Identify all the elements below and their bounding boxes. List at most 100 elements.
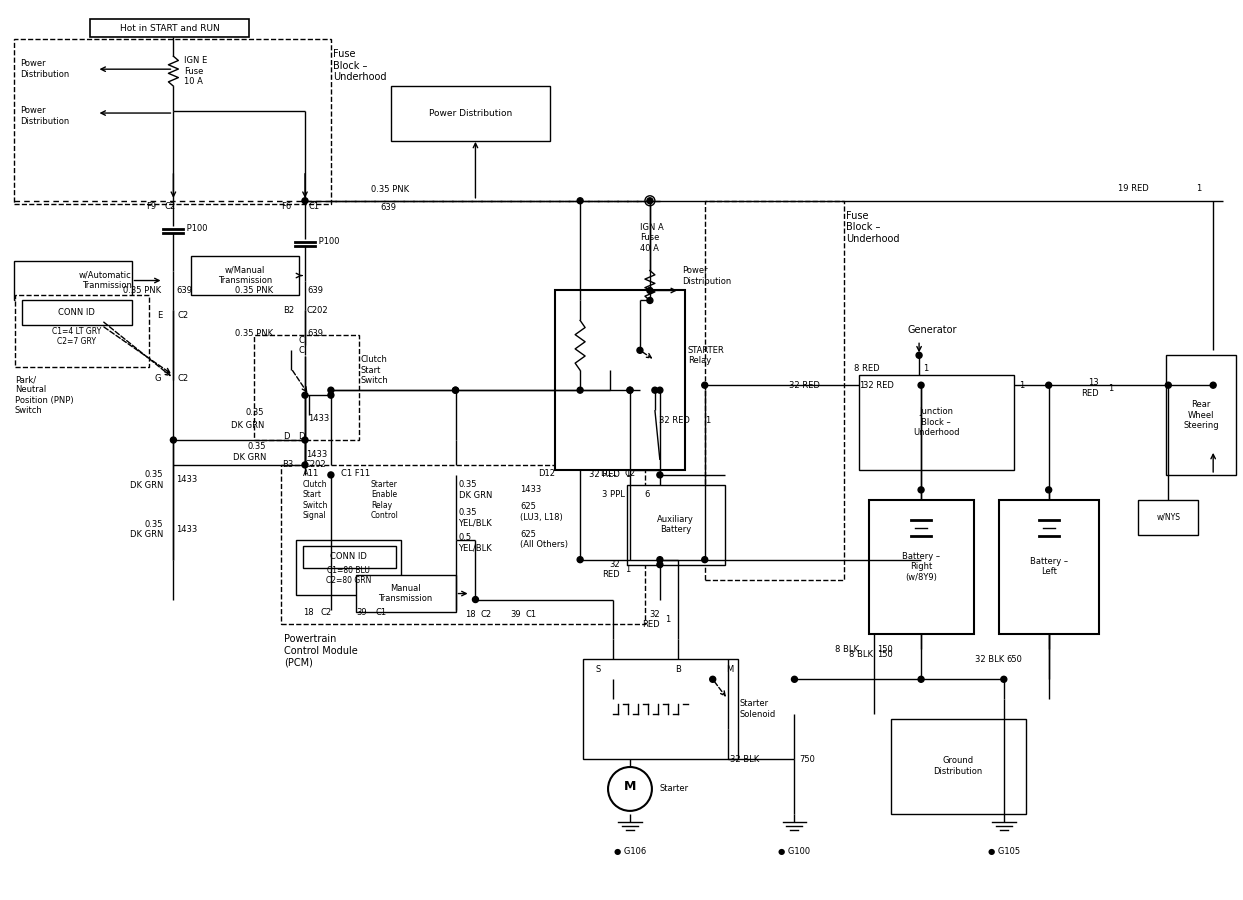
Bar xyxy=(355,574,455,613)
Bar xyxy=(705,201,844,580)
Text: 639: 639 xyxy=(177,286,193,295)
Text: 1433: 1433 xyxy=(306,451,327,460)
Text: B3: B3 xyxy=(282,461,293,470)
Text: D12: D12 xyxy=(538,469,556,478)
Text: 1433: 1433 xyxy=(308,414,329,423)
Bar xyxy=(15,295,149,367)
Text: B: B xyxy=(675,665,681,674)
Text: 1: 1 xyxy=(625,471,630,480)
Text: 13
RED: 13 RED xyxy=(1081,379,1099,398)
Circle shape xyxy=(710,676,716,682)
Circle shape xyxy=(656,562,663,568)
Circle shape xyxy=(651,387,658,393)
Circle shape xyxy=(919,676,924,682)
Text: 32
RED: 32 RED xyxy=(603,560,620,580)
Text: Starter: Starter xyxy=(660,785,689,794)
Circle shape xyxy=(656,472,663,478)
Text: F9: F9 xyxy=(147,202,157,211)
Text: C2: C2 xyxy=(625,469,636,478)
Text: Power Distribution: Power Distribution xyxy=(429,109,512,118)
Text: 32 BLK: 32 BLK xyxy=(730,754,759,763)
Text: ● G105: ● G105 xyxy=(988,847,1019,856)
Text: 18: 18 xyxy=(465,609,476,618)
Text: STARTER
Relay: STARTER Relay xyxy=(687,346,725,365)
Bar xyxy=(859,375,1014,470)
Circle shape xyxy=(916,352,922,358)
Circle shape xyxy=(302,392,308,398)
Bar xyxy=(296,540,400,595)
Bar xyxy=(191,256,300,295)
Bar xyxy=(1139,500,1198,535)
Text: 32
RED: 32 RED xyxy=(643,610,660,629)
Circle shape xyxy=(302,198,308,203)
Text: A11: A11 xyxy=(303,469,319,478)
Text: 0.35 PNK: 0.35 PNK xyxy=(123,286,162,295)
Text: 1: 1 xyxy=(924,364,929,373)
Text: Manual
Transmission: Manual Transmission xyxy=(379,584,433,603)
Text: Fuse
Block –
Underhood: Fuse Block – Underhood xyxy=(846,211,900,244)
Text: Power
Distribution: Power Distribution xyxy=(20,59,70,79)
Text: Generator: Generator xyxy=(907,326,957,336)
Text: CONN ID: CONN ID xyxy=(58,308,96,317)
Text: ● G100: ● G100 xyxy=(778,847,810,856)
Text: 32 RED: 32 RED xyxy=(589,471,620,480)
Text: 1: 1 xyxy=(1196,184,1202,193)
Text: C1 F11: C1 F11 xyxy=(341,469,370,478)
Text: Battery –
Left: Battery – Left xyxy=(1029,557,1068,576)
Text: 39: 39 xyxy=(511,609,521,618)
Circle shape xyxy=(656,557,663,562)
Circle shape xyxy=(328,387,334,393)
Text: P100: P100 xyxy=(184,224,208,233)
Circle shape xyxy=(919,487,924,493)
Text: 1: 1 xyxy=(705,416,710,425)
Text: 1433: 1433 xyxy=(177,475,198,484)
Text: ● G106: ● G106 xyxy=(614,847,646,856)
Text: C202: C202 xyxy=(307,306,328,315)
Text: C1: C1 xyxy=(526,609,537,618)
Text: 18: 18 xyxy=(303,608,313,616)
Text: D: D xyxy=(283,432,290,441)
Text: w/Manual
Transmission: w/Manual Transmission xyxy=(218,266,272,285)
Text: P100: P100 xyxy=(316,237,339,246)
Text: 0.35
DK GRN: 0.35 DK GRN xyxy=(232,442,266,462)
Text: Battery –
Right
(w/8Y9): Battery – Right (w/8Y9) xyxy=(902,552,940,581)
Text: 0.35 PNK: 0.35 PNK xyxy=(370,184,409,194)
Text: D: D xyxy=(298,432,305,441)
Bar xyxy=(869,500,975,634)
Text: 750: 750 xyxy=(799,754,815,763)
Text: S: S xyxy=(595,665,600,674)
Text: 0.35: 0.35 xyxy=(246,408,264,417)
Text: C1=4 LT GRY
C2=7 GRY: C1=4 LT GRY C2=7 GRY xyxy=(52,327,102,346)
Bar xyxy=(254,336,359,440)
Text: 639: 639 xyxy=(380,202,397,211)
Circle shape xyxy=(472,597,479,602)
Text: F6: F6 xyxy=(281,202,291,211)
Circle shape xyxy=(1045,382,1052,388)
Text: D11: D11 xyxy=(600,469,617,478)
Text: 1433: 1433 xyxy=(521,485,542,494)
Bar xyxy=(556,291,685,470)
Text: 150: 150 xyxy=(878,650,892,659)
Circle shape xyxy=(919,382,924,388)
Bar xyxy=(22,301,132,326)
Circle shape xyxy=(577,387,583,393)
Circle shape xyxy=(702,557,707,562)
Text: Starter
Solenoid: Starter Solenoid xyxy=(740,699,776,719)
Text: 650: 650 xyxy=(1007,655,1023,664)
Circle shape xyxy=(577,198,583,203)
Text: 0.35
YEL/BLK: 0.35 YEL/BLK xyxy=(459,508,492,527)
Circle shape xyxy=(577,557,583,562)
Text: G: G xyxy=(155,374,162,382)
Text: CONN ID: CONN ID xyxy=(331,553,367,562)
Bar xyxy=(303,545,395,568)
Circle shape xyxy=(302,462,308,468)
Bar xyxy=(14,261,132,301)
Circle shape xyxy=(636,347,643,354)
Text: 32 RED: 32 RED xyxy=(659,416,690,425)
Text: DK GRN: DK GRN xyxy=(231,420,264,429)
Circle shape xyxy=(626,387,633,393)
Text: Junction
Block –
Underhood: Junction Block – Underhood xyxy=(912,407,960,437)
Circle shape xyxy=(656,387,663,393)
Circle shape xyxy=(646,298,653,303)
Text: 32 RED: 32 RED xyxy=(788,381,819,390)
